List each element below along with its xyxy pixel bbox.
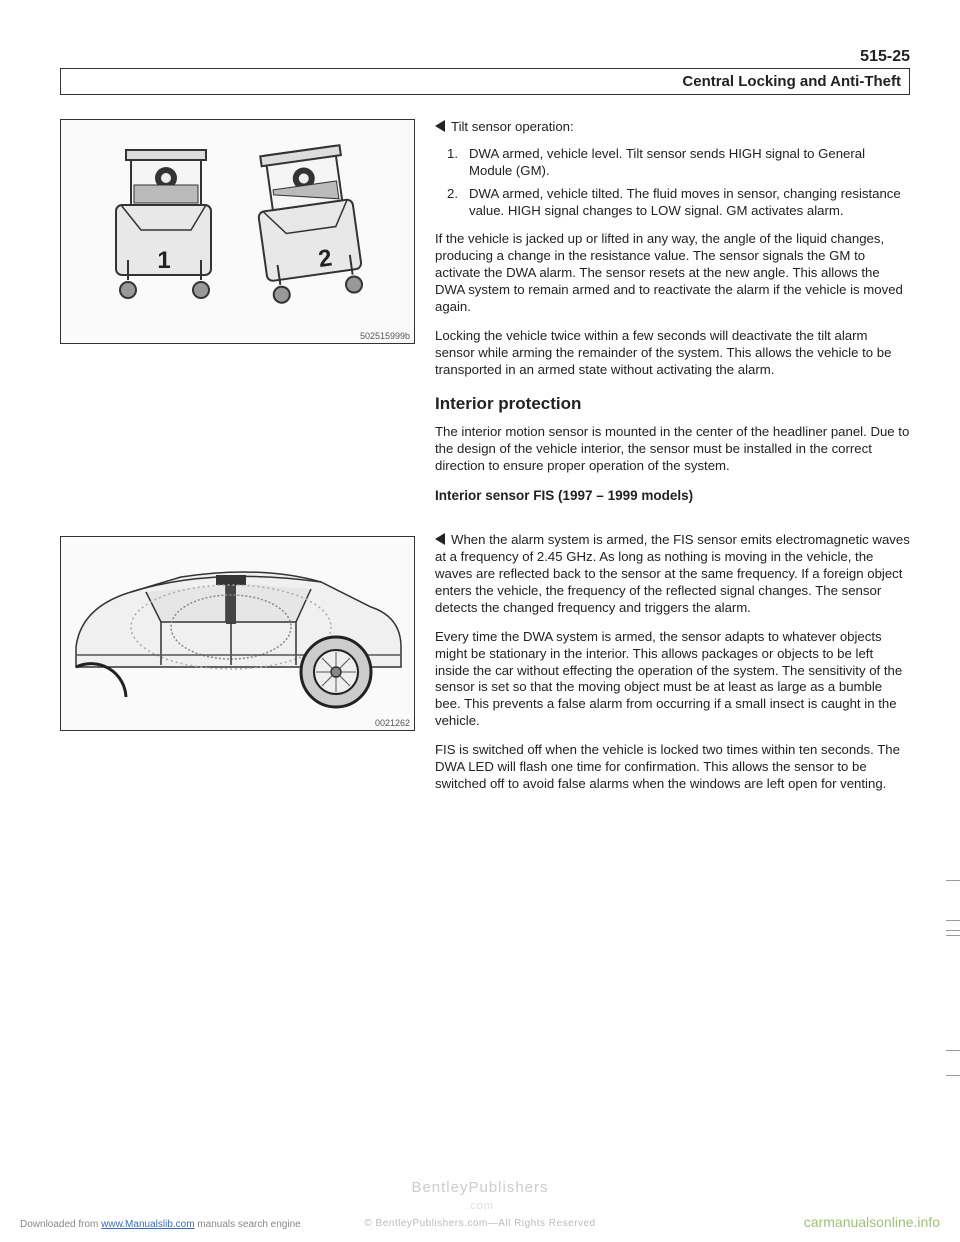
figure-ref-2: 0021262 — [375, 718, 410, 728]
content-row-fis: 0021262 When the alarm system is armed, … — [60, 532, 910, 804]
footer-source: Downloaded from www.Manualslib.com manua… — [20, 1219, 301, 1230]
interior-subheading: Interior sensor FIS (1997 – 1999 models) — [435, 487, 910, 504]
footer-left-pre: Downloaded from — [20, 1219, 101, 1230]
content-row-tilt: 1 2 502515999b — [60, 119, 910, 514]
footer-left-post: manuals search engine — [195, 1219, 301, 1230]
tilt-lead: Tilt sensor operation: — [435, 119, 910, 136]
figure-car-sensor: 0021262 — [60, 536, 415, 731]
fis-para-3: FIS is switched off when the vehicle is … — [435, 742, 910, 793]
page-edge-marks — [950, 0, 960, 1242]
pointer-icon — [435, 533, 445, 545]
page-number: 515-25 — [60, 48, 910, 66]
fis-para-2: Every time the DWA system is armed, the … — [435, 629, 910, 730]
page-header: 515-25 Central Locking and Anti-Theft — [60, 48, 910, 95]
interior-para-1: The interior motion sensor is mounted in… — [435, 424, 910, 475]
step-text: DWA armed, vehicle tilted. The fluid mov… — [469, 186, 901, 218]
text-col-tilt: Tilt sensor operation: 1. DWA armed, vehi… — [435, 119, 910, 514]
interior-heading: Interior protection — [435, 393, 910, 415]
footer-brand: carmanualsonline.info — [804, 1214, 940, 1230]
step-text: DWA armed, vehicle level. Tilt sensor se… — [469, 146, 865, 178]
tilt-para-2: Locking the vehicle twice within a few s… — [435, 328, 910, 379]
figure-col-1: 1 2 502515999b — [60, 119, 415, 514]
step-num: 1. — [447, 146, 458, 163]
fis-para-1: When the alarm system is armed, the FIS … — [435, 532, 910, 616]
watermark-top: BentleyPublishers — [411, 1179, 548, 1196]
tilt-step-2: 2.DWA armed, vehicle tilted. The fluid m… — [453, 186, 910, 220]
tilt-steps: 1. DWA armed, vehicle level. Tilt sensor … — [435, 146, 910, 220]
section-title: Central Locking and Anti-Theft — [60, 68, 910, 95]
step-num: 2. — [447, 186, 458, 203]
figure-ref-1: 502515999b — [360, 331, 410, 341]
footer-source-link[interactable]: www.Manualslib.com — [101, 1219, 194, 1230]
tilt-lead-text: Tilt sensor operation: — [451, 119, 574, 134]
text-col-fis: When the alarm system is armed, the FIS … — [435, 532, 910, 804]
tilt-step-1: 1.DWA armed, vehicle level. Tilt sensor … — [453, 146, 910, 180]
fis-p1-text: When the alarm system is armed, the FIS … — [435, 532, 910, 615]
watermark-mid: .com — [466, 1200, 494, 1212]
tilt-para-1: If the vehicle is jacked up or lifted in… — [435, 231, 910, 315]
fig1-label-1: 1 — [157, 247, 170, 274]
watermark-sub: © BentleyPublishers.com—All Rights Reser… — [364, 1218, 595, 1229]
page-footer: BentleyPublishers .com © BentleyPublishe… — [0, 1179, 960, 1230]
figure-col-2: 0021262 — [60, 532, 415, 804]
car-sensor-diagram — [61, 537, 416, 732]
figure-tilt-sensor: 1 2 502515999b — [60, 119, 415, 344]
tilt-sensor-diagram: 1 2 — [61, 120, 416, 345]
pointer-icon — [435, 120, 445, 132]
